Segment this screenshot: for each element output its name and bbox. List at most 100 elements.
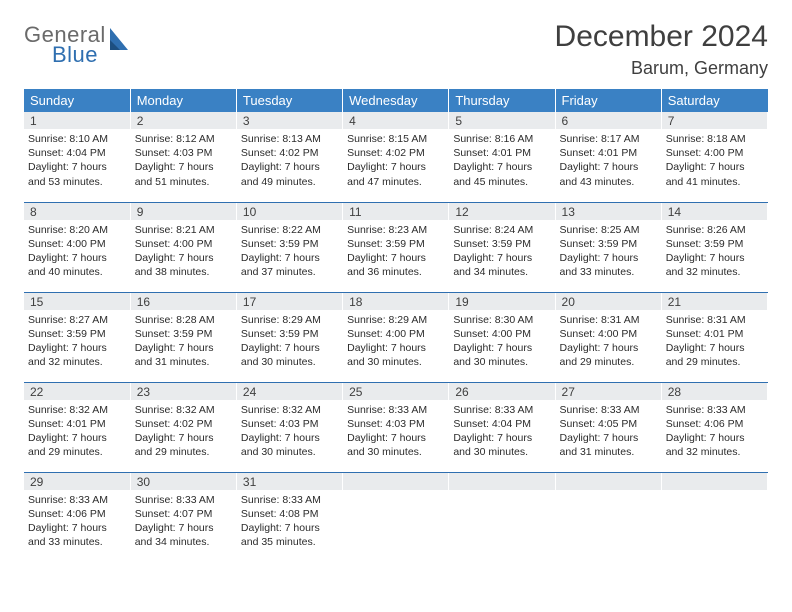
title-block: December 2024 Barum, Germany — [555, 20, 768, 79]
calendar-day-cell: 24Sunrise: 8:32 AMSunset: 4:03 PMDayligh… — [236, 382, 342, 472]
calendar-week-row: 1Sunrise: 8:10 AMSunset: 4:04 PMDaylight… — [24, 112, 768, 202]
daylight-line: Daylight: 7 hours and 49 minutes. — [241, 160, 338, 188]
day-data: Sunrise: 8:23 AMSunset: 3:59 PMDaylight:… — [343, 220, 448, 284]
sunrise-line: Sunrise: 8:28 AM — [135, 313, 232, 327]
weekday-header: Thursday — [449, 89, 555, 112]
sunset-line: Sunset: 3:59 PM — [453, 237, 550, 251]
calendar-table: SundayMondayTuesdayWednesdayThursdayFrid… — [24, 89, 768, 562]
day-data: Sunrise: 8:15 AMSunset: 4:02 PMDaylight:… — [343, 129, 448, 193]
day-data: Sunrise: 8:32 AMSunset: 4:01 PMDaylight:… — [24, 400, 130, 464]
header: General Blue December 2024 Barum, German… — [24, 20, 768, 79]
daylight-line: Daylight: 7 hours and 31 minutes. — [560, 431, 657, 459]
sunset-line: Sunset: 3:59 PM — [28, 327, 126, 341]
day-number: 6 — [556, 112, 661, 129]
sunrise-line: Sunrise: 8:25 AM — [560, 223, 657, 237]
daylight-line: Daylight: 7 hours and 30 minutes. — [453, 341, 550, 369]
day-number: 10 — [237, 203, 342, 220]
calendar-day-cell: 21Sunrise: 8:31 AMSunset: 4:01 PMDayligh… — [661, 292, 767, 382]
day-number: 5 — [449, 112, 554, 129]
calendar-day-cell: 28Sunrise: 8:33 AMSunset: 4:06 PMDayligh… — [661, 382, 767, 472]
calendar-day-cell: 17Sunrise: 8:29 AMSunset: 3:59 PMDayligh… — [236, 292, 342, 382]
calendar-day-cell: 20Sunrise: 8:31 AMSunset: 4:00 PMDayligh… — [555, 292, 661, 382]
day-number: 19 — [449, 293, 554, 310]
sunset-line: Sunset: 4:05 PM — [560, 417, 657, 431]
day-number: 28 — [662, 383, 767, 400]
daylight-line: Daylight: 7 hours and 33 minutes. — [560, 251, 657, 279]
daylight-line: Daylight: 7 hours and 33 minutes. — [28, 521, 126, 549]
calendar-day-cell: 3Sunrise: 8:13 AMSunset: 4:02 PMDaylight… — [236, 112, 342, 202]
day-number: 29 — [24, 473, 130, 490]
day-data: Sunrise: 8:33 AMSunset: 4:05 PMDaylight:… — [556, 400, 661, 464]
day-number: 23 — [131, 383, 236, 400]
day-number: 2 — [131, 112, 236, 129]
sunset-line: Sunset: 3:59 PM — [560, 237, 657, 251]
day-number: 22 — [24, 383, 130, 400]
weekday-header: Wednesday — [343, 89, 449, 112]
sunset-line: Sunset: 4:00 PM — [28, 237, 126, 251]
sunrise-line: Sunrise: 8:16 AM — [453, 132, 550, 146]
sunset-line: Sunset: 4:00 PM — [560, 327, 657, 341]
month-title: December 2024 — [555, 20, 768, 54]
sunrise-line: Sunrise: 8:33 AM — [453, 403, 550, 417]
daylight-line: Daylight: 7 hours and 41 minutes. — [666, 160, 763, 188]
day-number: 1 — [24, 112, 130, 129]
calendar-week-row: 22Sunrise: 8:32 AMSunset: 4:01 PMDayligh… — [24, 382, 768, 472]
daylight-line: Daylight: 7 hours and 45 minutes. — [453, 160, 550, 188]
sunrise-line: Sunrise: 8:29 AM — [347, 313, 444, 327]
day-data: Sunrise: 8:33 AMSunset: 4:04 PMDaylight:… — [449, 400, 554, 464]
day-number — [556, 473, 661, 490]
day-number: 26 — [449, 383, 554, 400]
sunset-line: Sunset: 3:59 PM — [347, 237, 444, 251]
calendar-body: 1Sunrise: 8:10 AMSunset: 4:04 PMDaylight… — [24, 112, 768, 562]
sunset-line: Sunset: 4:00 PM — [453, 327, 550, 341]
sunset-line: Sunset: 3:59 PM — [241, 237, 338, 251]
day-number: 13 — [556, 203, 661, 220]
calendar-day-cell: 9Sunrise: 8:21 AMSunset: 4:00 PMDaylight… — [130, 202, 236, 292]
sunset-line: Sunset: 4:02 PM — [135, 417, 232, 431]
day-data: Sunrise: 8:22 AMSunset: 3:59 PMDaylight:… — [237, 220, 342, 284]
sunrise-line: Sunrise: 8:12 AM — [135, 132, 232, 146]
sunset-line: Sunset: 4:07 PM — [135, 507, 232, 521]
daylight-line: Daylight: 7 hours and 47 minutes. — [347, 160, 444, 188]
calendar-day-cell: 27Sunrise: 8:33 AMSunset: 4:05 PMDayligh… — [555, 382, 661, 472]
sail-icon — [108, 26, 130, 57]
daylight-line: Daylight: 7 hours and 30 minutes. — [241, 431, 338, 459]
day-number — [343, 473, 448, 490]
sunrise-line: Sunrise: 8:27 AM — [28, 313, 126, 327]
daylight-line: Daylight: 7 hours and 38 minutes. — [135, 251, 232, 279]
daylight-line: Daylight: 7 hours and 51 minutes. — [135, 160, 232, 188]
calendar-empty-cell — [661, 472, 767, 562]
calendar-day-cell: 5Sunrise: 8:16 AMSunset: 4:01 PMDaylight… — [449, 112, 555, 202]
calendar-day-cell: 31Sunrise: 8:33 AMSunset: 4:08 PMDayligh… — [236, 472, 342, 562]
daylight-line: Daylight: 7 hours and 29 minutes. — [135, 431, 232, 459]
sunset-line: Sunset: 3:59 PM — [135, 327, 232, 341]
weekday-header: Saturday — [661, 89, 767, 112]
calendar-day-cell: 8Sunrise: 8:20 AMSunset: 4:00 PMDaylight… — [24, 202, 130, 292]
sunrise-line: Sunrise: 8:30 AM — [453, 313, 550, 327]
sunrise-line: Sunrise: 8:17 AM — [560, 132, 657, 146]
sunset-line: Sunset: 4:00 PM — [347, 327, 444, 341]
day-data: Sunrise: 8:21 AMSunset: 4:00 PMDaylight:… — [131, 220, 236, 284]
sunset-line: Sunset: 4:03 PM — [241, 417, 338, 431]
sunrise-line: Sunrise: 8:33 AM — [241, 493, 338, 507]
sunset-line: Sunset: 4:01 PM — [560, 146, 657, 160]
calendar-day-cell: 22Sunrise: 8:32 AMSunset: 4:01 PMDayligh… — [24, 382, 130, 472]
day-data: Sunrise: 8:33 AMSunset: 4:06 PMDaylight:… — [24, 490, 130, 554]
day-data: Sunrise: 8:18 AMSunset: 4:00 PMDaylight:… — [662, 129, 767, 193]
daylight-line: Daylight: 7 hours and 34 minutes. — [453, 251, 550, 279]
calendar-day-cell: 11Sunrise: 8:23 AMSunset: 3:59 PMDayligh… — [343, 202, 449, 292]
sunset-line: Sunset: 4:03 PM — [347, 417, 444, 431]
day-data: Sunrise: 8:17 AMSunset: 4:01 PMDaylight:… — [556, 129, 661, 193]
sunrise-line: Sunrise: 8:32 AM — [241, 403, 338, 417]
sunrise-line: Sunrise: 8:18 AM — [666, 132, 763, 146]
sunset-line: Sunset: 3:59 PM — [666, 237, 763, 251]
daylight-line: Daylight: 7 hours and 30 minutes. — [347, 431, 444, 459]
calendar-day-cell: 13 Sunrise: 8:25 AMSunset: 3:59 PMDayligh… — [555, 202, 661, 292]
day-data: Sunrise: 8:31 AMSunset: 4:00 PMDaylight:… — [556, 310, 661, 374]
day-data: Sunrise: 8:13 AMSunset: 4:02 PMDaylight:… — [237, 129, 342, 193]
sunset-line: Sunset: 4:04 PM — [453, 417, 550, 431]
day-data: Sunrise: 8:29 AMSunset: 3:59 PMDaylight:… — [237, 310, 342, 374]
sunrise-line: Sunrise: 8:15 AM — [347, 132, 444, 146]
daylight-line: Daylight: 7 hours and 32 minutes. — [666, 251, 763, 279]
daylight-line: Daylight: 7 hours and 30 minutes. — [347, 341, 444, 369]
